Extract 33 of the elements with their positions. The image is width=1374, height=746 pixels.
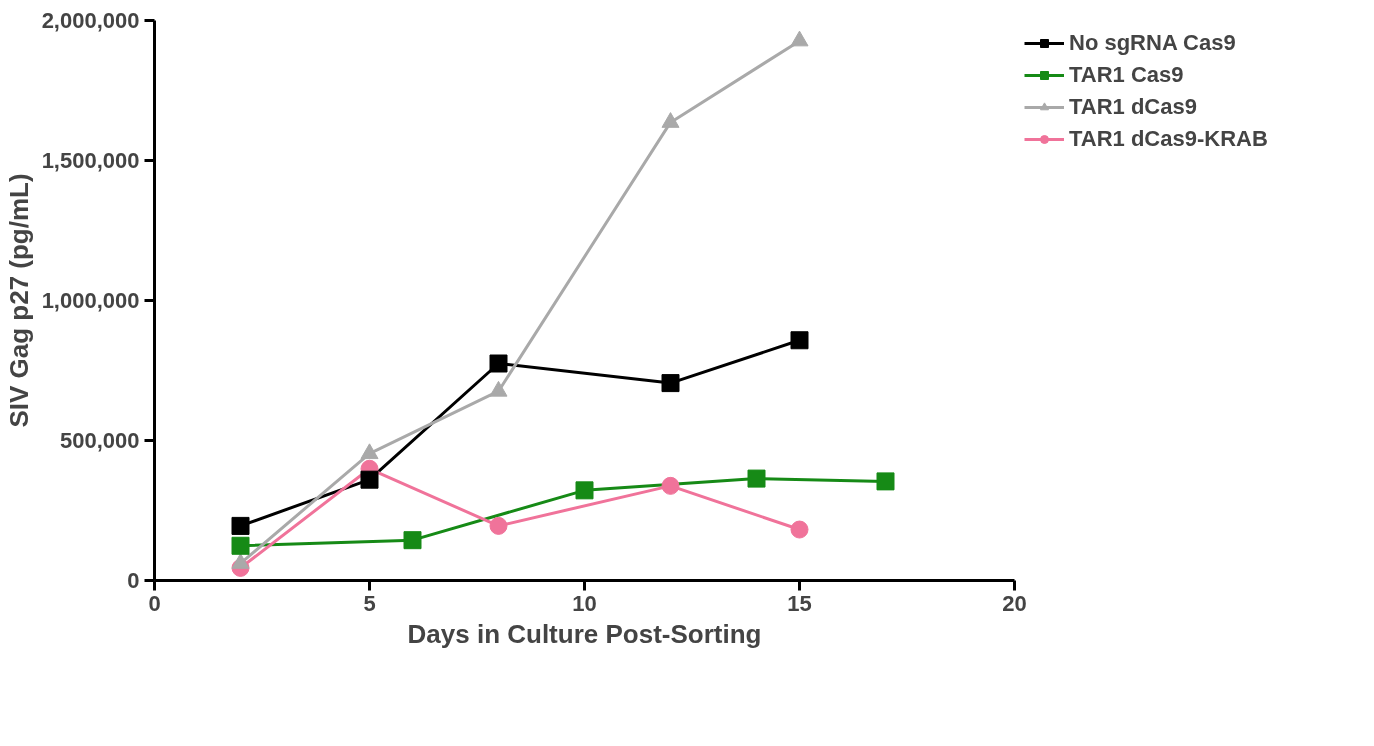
point [403,531,422,550]
point [790,520,809,539]
point [489,516,508,535]
point [661,112,680,128]
x-tick-label: 10 [572,590,597,616]
point [661,374,680,393]
y-tick-label: 1,500,000 [41,148,140,173]
point [790,331,809,350]
legend-label: TAR1 Cas9 [1069,62,1184,88]
y-tick-label: 2,000,000 [41,8,140,33]
point [360,443,379,460]
point [360,470,379,489]
y-axis-title: SIV Gag p27 (pg/mL) [3,173,34,428]
point [489,380,508,397]
x-tick-label: 15 [787,590,812,616]
point [575,481,594,500]
point [661,476,680,495]
point [489,354,508,373]
x-tick-label: 0 [148,590,161,616]
legend-label: TAR1 dCas9-KRAB [1069,126,1268,152]
point [747,469,766,488]
legend-label: TAR1 dCas9 [1069,94,1197,120]
point [876,472,895,491]
point [231,536,250,555]
y-tick-label: 500,000 [59,428,140,453]
point [790,30,809,47]
point [231,516,250,535]
x-tick-label: 20 [1002,590,1027,616]
y-tick-label: 0 [127,568,140,593]
x-tick-label: 5 [363,590,376,616]
x-axis-title: Days in Culture Post-Sorting [407,618,762,649]
legend-label: No sgRNA Cas9 [1069,30,1236,56]
y-tick-label: 1,000,000 [41,288,140,313]
